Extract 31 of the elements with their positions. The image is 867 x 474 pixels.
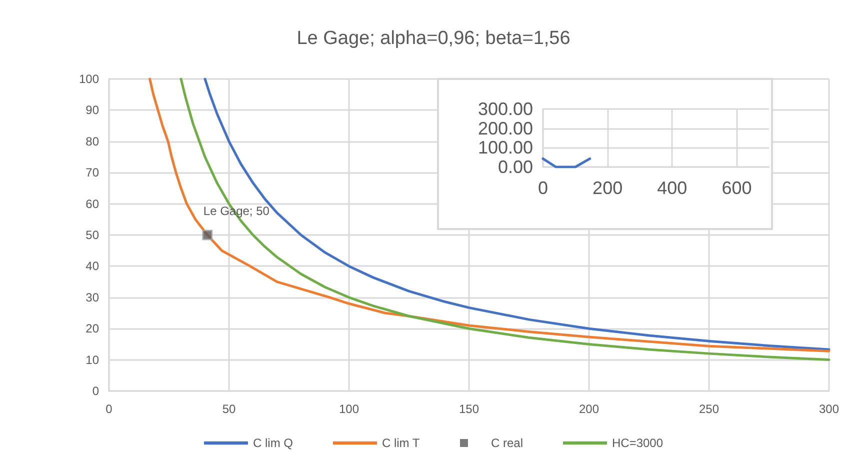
y-tick-label: 20	[86, 322, 100, 336]
x-tick-label: 200	[592, 178, 623, 198]
x-tick-label: 300	[818, 402, 840, 416]
y-tick-label: 0.00	[498, 157, 533, 177]
y-tick-label: 30	[86, 290, 100, 304]
y-tick-label: 70	[86, 166, 100, 180]
x-tick-label: 0	[538, 178, 548, 198]
y-tick-label: 100.00	[478, 138, 533, 158]
x-tick-label: 50	[222, 402, 236, 416]
x-tick-label: 600	[722, 178, 752, 198]
y-tick-label: 60	[86, 196, 100, 211]
y-tick-label: 40	[86, 259, 100, 274]
y-tick-label: 0	[92, 384, 100, 398]
x-tick-label: 0	[106, 402, 113, 416]
y-tick-label: 300.00	[478, 99, 533, 119]
x-tick-label: 250	[698, 402, 720, 416]
x-tick-label: 400	[657, 178, 688, 198]
y-tick-label: 90	[86, 103, 100, 118]
legend-label: C real	[490, 436, 523, 450]
y-tick-label: 50	[86, 228, 100, 242]
y-tick-label: 10	[86, 352, 100, 367]
x-tick-label: 150	[458, 402, 480, 416]
y-tick-label: 100	[78, 72, 100, 86]
legend-label: C lim T	[382, 436, 420, 450]
x-tick-label: 100	[338, 402, 360, 416]
y-tick-label: 200.00	[478, 118, 533, 138]
legend-label: C lim Q	[252, 436, 293, 450]
x-tick-label: 200	[578, 402, 600, 416]
chart-title: Le Gage; alpha=0,96; beta=1,56	[296, 28, 570, 49]
legend-label: HC=3000	[612, 436, 664, 450]
y-tick-label: 80	[86, 134, 100, 148]
